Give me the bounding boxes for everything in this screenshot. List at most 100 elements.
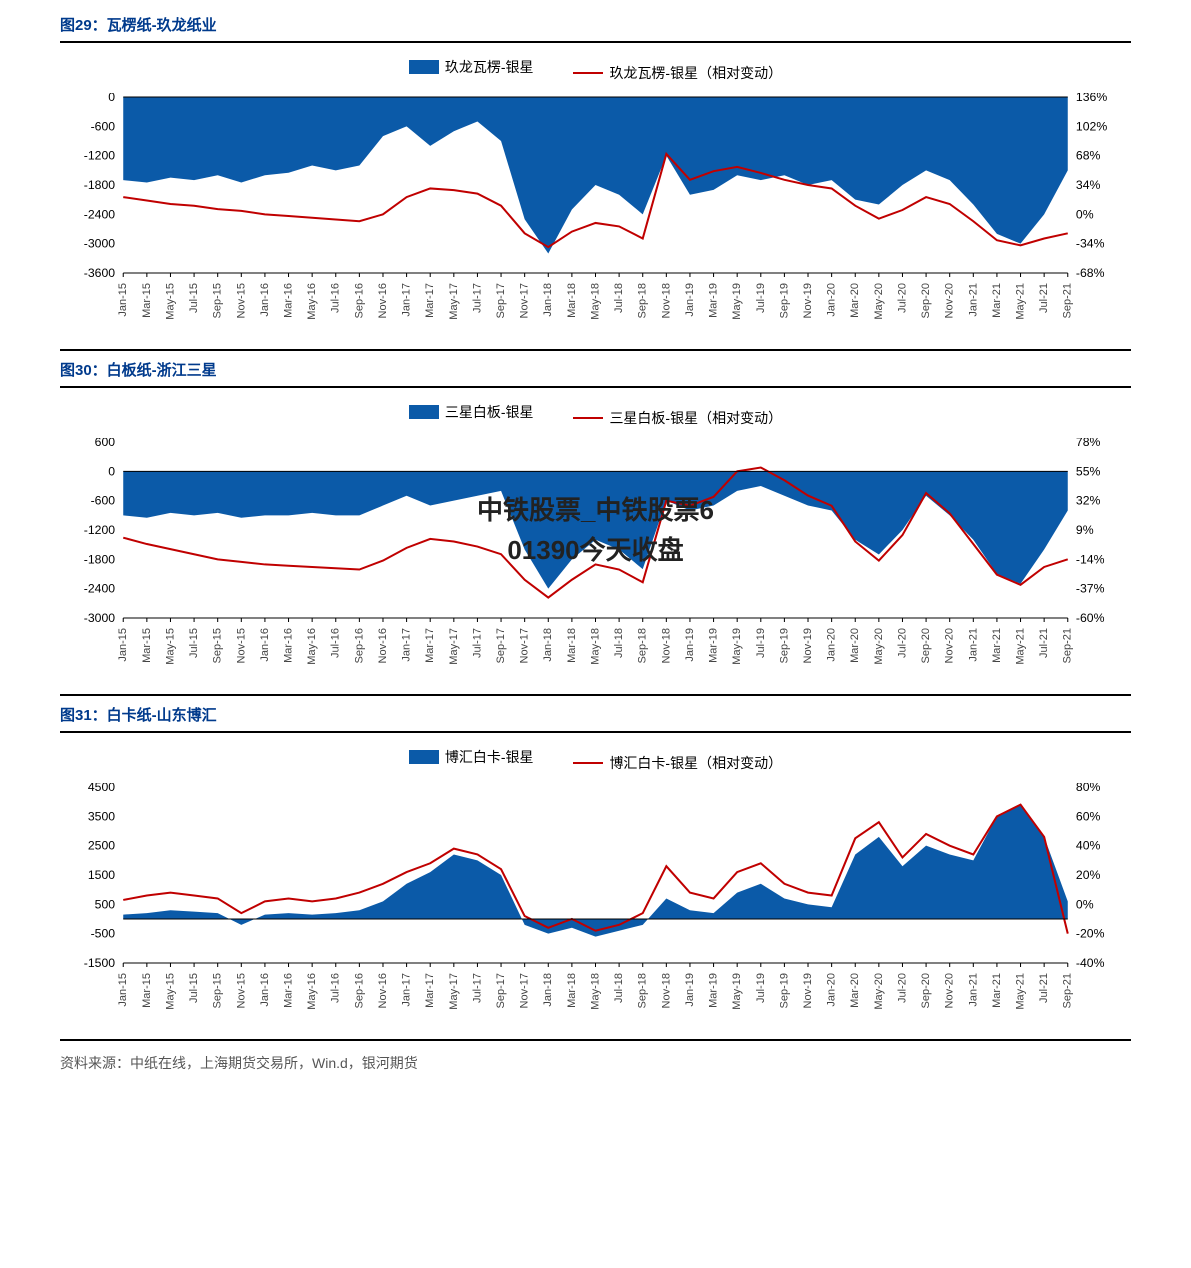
svg-text:Sep-18: Sep-18 xyxy=(637,973,649,1008)
legend-line-label: 博汇白卡-银星（相对变动） xyxy=(609,753,782,773)
svg-text:May-20: May-20 xyxy=(873,628,885,665)
legend-area-label: 博汇白卡-银星 xyxy=(445,747,534,767)
svg-text:Jul-15: Jul-15 xyxy=(188,973,200,1003)
svg-text:May-19: May-19 xyxy=(731,973,743,1010)
svg-text:Sep-21: Sep-21 xyxy=(1062,973,1074,1008)
svg-text:Mar-19: Mar-19 xyxy=(707,973,719,1008)
svg-text:Mar-18: Mar-18 xyxy=(566,628,578,663)
svg-text:Jul-20: Jul-20 xyxy=(896,973,908,1003)
svg-text:-60%: -60% xyxy=(1076,611,1105,625)
svg-text:80%: 80% xyxy=(1076,783,1101,794)
svg-text:-3000: -3000 xyxy=(84,237,116,251)
svg-text:May-21: May-21 xyxy=(1014,973,1026,1010)
svg-text:Sep-18: Sep-18 xyxy=(637,283,649,318)
svg-text:Jan-15: Jan-15 xyxy=(117,973,129,1007)
svg-text:-3600: -3600 xyxy=(84,266,116,280)
svg-text:Nov-19: Nov-19 xyxy=(802,973,814,1008)
svg-text:Mar-17: Mar-17 xyxy=(424,283,436,318)
legend-line-label: 玖龙瓦楞-银星（相对变动） xyxy=(609,63,782,83)
figure-31-legend: 博汇白卡-银星 博汇白卡-银星（相对变动） xyxy=(60,741,1131,783)
svg-text:Mar-20: Mar-20 xyxy=(849,628,861,663)
svg-text:Sep-17: Sep-17 xyxy=(495,628,507,663)
svg-text:Jul-15: Jul-15 xyxy=(188,628,200,658)
svg-text:May-18: May-18 xyxy=(589,283,601,320)
area-swatch-icon xyxy=(409,405,439,419)
svg-text:Mar-15: Mar-15 xyxy=(141,973,153,1008)
svg-text:Nov-16: Nov-16 xyxy=(377,283,389,318)
svg-text:0%: 0% xyxy=(1076,897,1094,911)
svg-text:May-17: May-17 xyxy=(448,628,460,665)
svg-text:Jan-15: Jan-15 xyxy=(117,628,129,662)
svg-text:Mar-18: Mar-18 xyxy=(566,283,578,318)
svg-text:Jul-20: Jul-20 xyxy=(896,628,908,658)
svg-text:May-15: May-15 xyxy=(164,283,176,320)
svg-text:1500: 1500 xyxy=(88,868,115,882)
svg-text:Jan-21: Jan-21 xyxy=(967,973,979,1007)
svg-text:Nov-18: Nov-18 xyxy=(660,628,672,663)
svg-text:Sep-19: Sep-19 xyxy=(778,973,790,1008)
svg-text:Jul-18: Jul-18 xyxy=(613,283,625,313)
svg-text:60%: 60% xyxy=(1076,809,1101,823)
legend-line-label: 三星白板-银星（相对变动） xyxy=(609,408,782,428)
svg-text:Mar-21: Mar-21 xyxy=(991,628,1003,663)
legend-area-label: 三星白板-银星 xyxy=(445,402,534,422)
svg-text:Sep-15: Sep-15 xyxy=(212,283,224,318)
svg-text:Sep-17: Sep-17 xyxy=(495,283,507,318)
svg-text:May-15: May-15 xyxy=(164,628,176,665)
legend-area-label: 玖龙瓦楞-银星 xyxy=(445,57,534,77)
svg-text:Sep-19: Sep-19 xyxy=(778,628,790,663)
svg-text:Jan-17: Jan-17 xyxy=(400,628,412,662)
svg-text:Jan-18: Jan-18 xyxy=(542,628,554,662)
svg-text:-1800: -1800 xyxy=(84,178,116,192)
svg-text:2500: 2500 xyxy=(88,839,115,853)
svg-text:Jan-21: Jan-21 xyxy=(967,628,979,662)
svg-text:-68%: -68% xyxy=(1076,266,1105,280)
svg-text:9%: 9% xyxy=(1076,523,1094,537)
svg-text:Jul-20: Jul-20 xyxy=(896,283,908,313)
svg-text:Jan-16: Jan-16 xyxy=(259,973,271,1007)
svg-text:-34%: -34% xyxy=(1076,237,1105,251)
svg-text:Sep-20: Sep-20 xyxy=(920,283,932,318)
svg-text:Sep-15: Sep-15 xyxy=(212,628,224,663)
svg-text:Mar-20: Mar-20 xyxy=(849,973,861,1008)
svg-text:Jan-18: Jan-18 xyxy=(542,283,554,317)
svg-text:40%: 40% xyxy=(1076,839,1101,853)
svg-text:3500: 3500 xyxy=(88,809,115,823)
svg-text:Jul-16: Jul-16 xyxy=(330,283,342,313)
svg-text:Jan-21: Jan-21 xyxy=(967,283,979,317)
figure-31-title: 图31：白卡纸-山东博汇 xyxy=(60,700,1131,733)
svg-text:Nov-19: Nov-19 xyxy=(802,628,814,663)
svg-text:Mar-16: Mar-16 xyxy=(282,973,294,1008)
chart-31-canvas: Jan-15Mar-15May-15Jul-15Sep-15Nov-15Jan-… xyxy=(60,783,1131,1033)
svg-text:Jul-21: Jul-21 xyxy=(1038,283,1050,313)
figure-30: 图30：白板纸-浙江三星 三星白板-银星 三星白板-银星（相对变动） 中铁股票_… xyxy=(60,355,1131,696)
figure-30-body: 三星白板-银星 三星白板-银星（相对变动） 中铁股票_中铁股票6 01390今天… xyxy=(60,388,1131,696)
svg-text:May-16: May-16 xyxy=(306,628,318,665)
svg-text:Jul-18: Jul-18 xyxy=(613,973,625,1003)
svg-text:Jul-19: Jul-19 xyxy=(755,628,767,658)
svg-text:-20%: -20% xyxy=(1076,927,1105,941)
svg-text:Nov-20: Nov-20 xyxy=(944,283,956,318)
svg-text:Jan-17: Jan-17 xyxy=(400,283,412,317)
svg-text:Nov-16: Nov-16 xyxy=(377,628,389,663)
svg-text:0: 0 xyxy=(108,93,115,104)
legend-area-30: 三星白板-银星 xyxy=(409,402,534,422)
svg-text:-500: -500 xyxy=(91,927,116,941)
svg-text:Sep-20: Sep-20 xyxy=(920,628,932,663)
legend-line-30: 三星白板-银星（相对变动） xyxy=(573,408,782,428)
svg-text:-2400: -2400 xyxy=(84,207,116,221)
svg-text:May-21: May-21 xyxy=(1014,628,1026,665)
legend-line-31: 博汇白卡-银星（相对变动） xyxy=(573,753,782,773)
svg-text:-14%: -14% xyxy=(1076,552,1105,566)
svg-text:Jul-16: Jul-16 xyxy=(330,973,342,1003)
svg-text:Jan-19: Jan-19 xyxy=(684,628,696,662)
svg-text:-1200: -1200 xyxy=(84,523,116,537)
svg-text:Mar-15: Mar-15 xyxy=(141,283,153,318)
svg-text:Jan-15: Jan-15 xyxy=(117,283,129,317)
figure-29-legend: 玖龙瓦楞-银星 玖龙瓦楞-银星（相对变动） xyxy=(60,51,1131,93)
svg-text:Jan-20: Jan-20 xyxy=(826,628,838,662)
svg-text:Sep-20: Sep-20 xyxy=(920,973,932,1008)
svg-text:Jul-18: Jul-18 xyxy=(613,628,625,658)
svg-text:Nov-17: Nov-17 xyxy=(519,283,531,318)
figure-29-title: 图29：瓦楞纸-玖龙纸业 xyxy=(60,10,1131,43)
